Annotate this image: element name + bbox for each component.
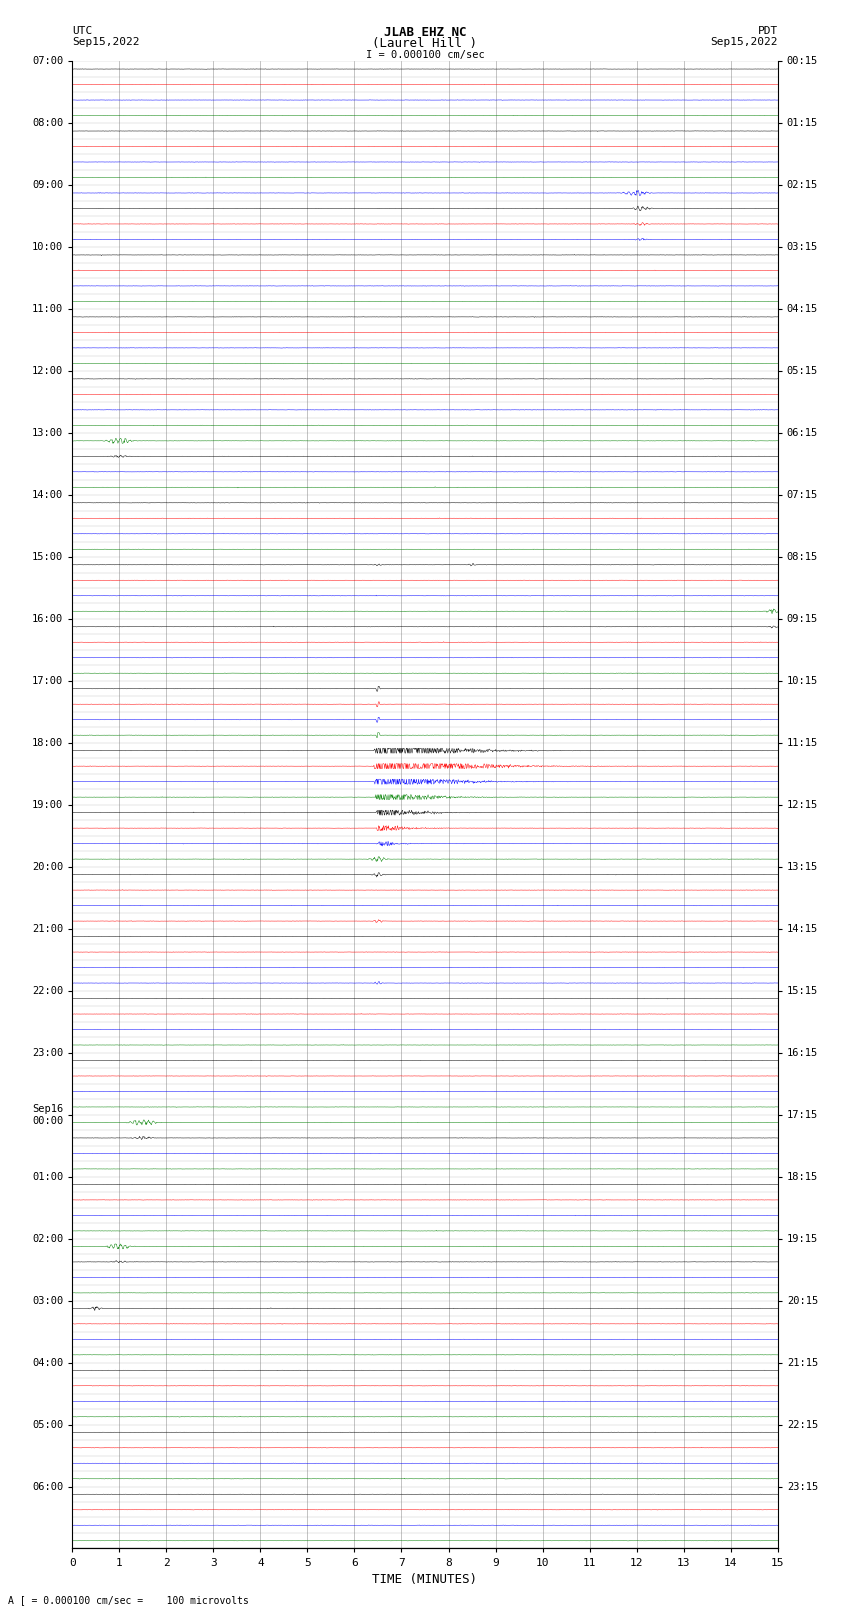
X-axis label: TIME (MINUTES): TIME (MINUTES) bbox=[372, 1573, 478, 1586]
Text: Sep15,2022: Sep15,2022 bbox=[711, 37, 778, 47]
Text: A [ = 0.000100 cm/sec =    100 microvolts: A [ = 0.000100 cm/sec = 100 microvolts bbox=[8, 1595, 249, 1605]
Text: I = 0.000100 cm/sec: I = 0.000100 cm/sec bbox=[366, 50, 484, 60]
Text: (Laurel Hill ): (Laurel Hill ) bbox=[372, 37, 478, 50]
Text: UTC: UTC bbox=[72, 26, 93, 35]
Text: JLAB EHZ NC: JLAB EHZ NC bbox=[383, 26, 467, 39]
Text: PDT: PDT bbox=[757, 26, 778, 35]
Text: Sep15,2022: Sep15,2022 bbox=[72, 37, 139, 47]
